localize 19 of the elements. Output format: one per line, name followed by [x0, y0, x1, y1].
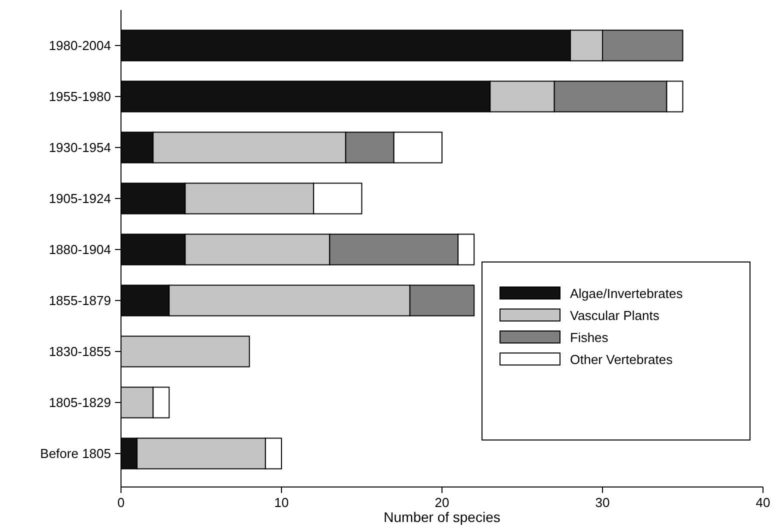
y-tick-label: 1930-1954 [48, 140, 111, 155]
y-tick-label: 1955-1980 [48, 89, 111, 104]
x-axis-title: Number of species [384, 509, 500, 525]
y-tick-label: Before 1805 [40, 446, 111, 461]
y-tick-label: 1980-2004 [48, 38, 111, 53]
legend-label: Other Vertebrates [570, 352, 674, 367]
x-tick-label: 20 [434, 495, 450, 510]
legend-label: Algae/Invertebrates [570, 286, 684, 301]
y-tick-label: 1905-1924 [48, 191, 111, 206]
x-tick-label: 30 [595, 495, 610, 510]
y-tick-label: 1880-1904 [48, 242, 111, 257]
y-tick-label: 1830-1855 [48, 344, 111, 359]
legend-label: Vascular Plants [570, 308, 660, 323]
y-tick-label: 1855-1879 [48, 293, 111, 308]
y-tick-label: 1805-1829 [48, 395, 111, 410]
legend-label: Fishes [570, 330, 609, 345]
x-tick-label: 40 [756, 495, 770, 510]
x-tick-label: 10 [274, 495, 289, 510]
x-tick-label: 0 [117, 495, 125, 510]
